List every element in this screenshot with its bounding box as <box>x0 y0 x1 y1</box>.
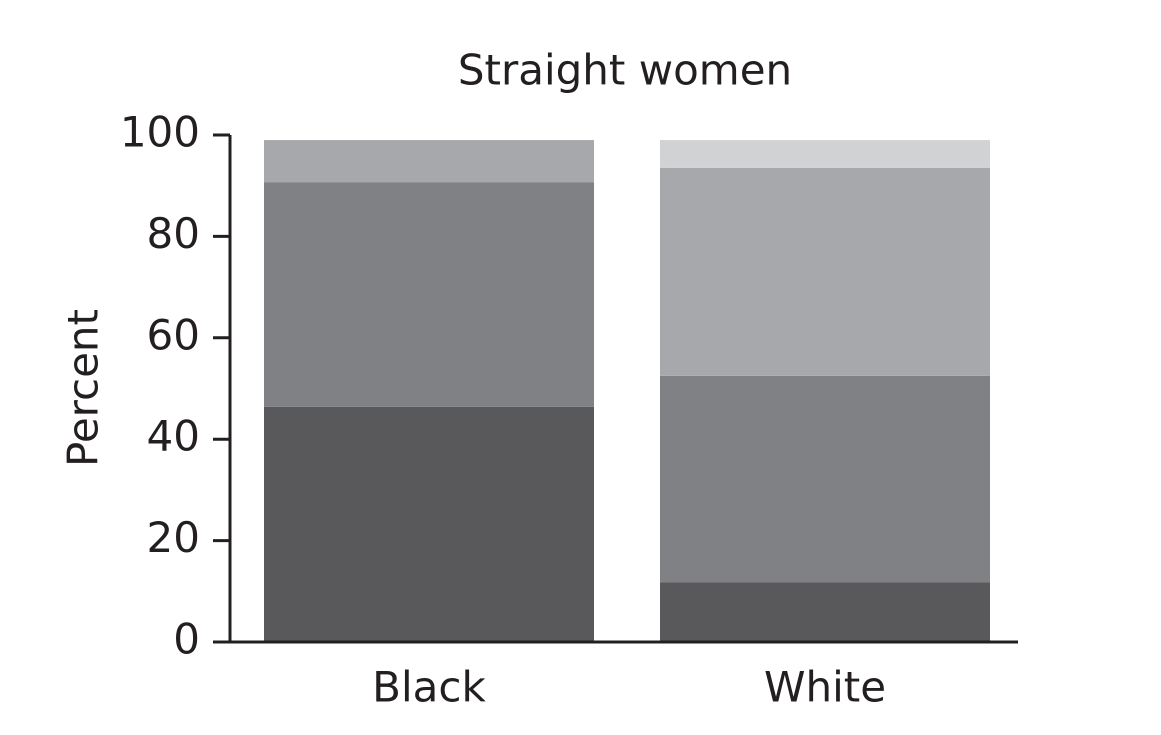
bar-segment <box>660 582 990 642</box>
bar-segment <box>660 167 990 376</box>
chart-title: Straight women <box>458 46 792 95</box>
y-axis-label: Percent <box>59 309 108 467</box>
bar-segment <box>264 140 594 183</box>
y-tick-label: 40 <box>147 412 200 461</box>
x-tick-label: Black <box>372 663 486 712</box>
y-tick-label: 0 <box>173 615 200 664</box>
y-tick-label: 20 <box>147 513 200 562</box>
x-tick-label: White <box>764 663 886 712</box>
y-tick-label: 100 <box>120 108 200 157</box>
bar-segment <box>660 375 990 583</box>
bar-segment <box>264 406 594 642</box>
y-tick-label: 80 <box>147 209 200 258</box>
bar-segment <box>660 140 990 168</box>
y-tick-label: 60 <box>147 310 200 359</box>
bar-segment <box>264 182 594 407</box>
